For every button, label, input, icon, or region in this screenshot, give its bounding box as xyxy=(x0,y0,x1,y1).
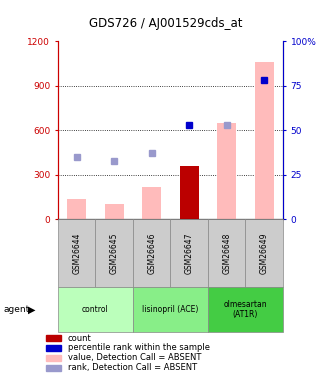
Bar xyxy=(255,62,274,219)
Bar xyxy=(180,166,199,219)
Text: count: count xyxy=(68,334,92,343)
Text: agent: agent xyxy=(3,305,29,314)
Bar xyxy=(217,123,236,219)
Text: rank, Detection Call = ABSENT: rank, Detection Call = ABSENT xyxy=(68,363,197,372)
Text: olmesartan
(AT1R): olmesartan (AT1R) xyxy=(224,300,267,319)
Text: value, Detection Call = ABSENT: value, Detection Call = ABSENT xyxy=(68,353,201,362)
Text: percentile rank within the sample: percentile rank within the sample xyxy=(68,344,210,352)
Text: GSM26645: GSM26645 xyxy=(110,232,119,274)
Text: GSM26647: GSM26647 xyxy=(185,232,194,274)
Text: GSM26644: GSM26644 xyxy=(72,232,81,274)
Text: ▶: ▶ xyxy=(28,304,36,314)
Bar xyxy=(67,199,86,219)
Text: GDS726 / AJ001529cds_at: GDS726 / AJ001529cds_at xyxy=(89,17,242,30)
Text: GSM26648: GSM26648 xyxy=(222,232,231,274)
Text: control: control xyxy=(82,305,109,314)
Bar xyxy=(105,204,123,219)
Text: lisinopril (ACE): lisinopril (ACE) xyxy=(142,305,199,314)
Bar xyxy=(142,188,161,219)
Text: GSM26646: GSM26646 xyxy=(147,232,156,274)
Text: GSM26649: GSM26649 xyxy=(260,232,269,274)
